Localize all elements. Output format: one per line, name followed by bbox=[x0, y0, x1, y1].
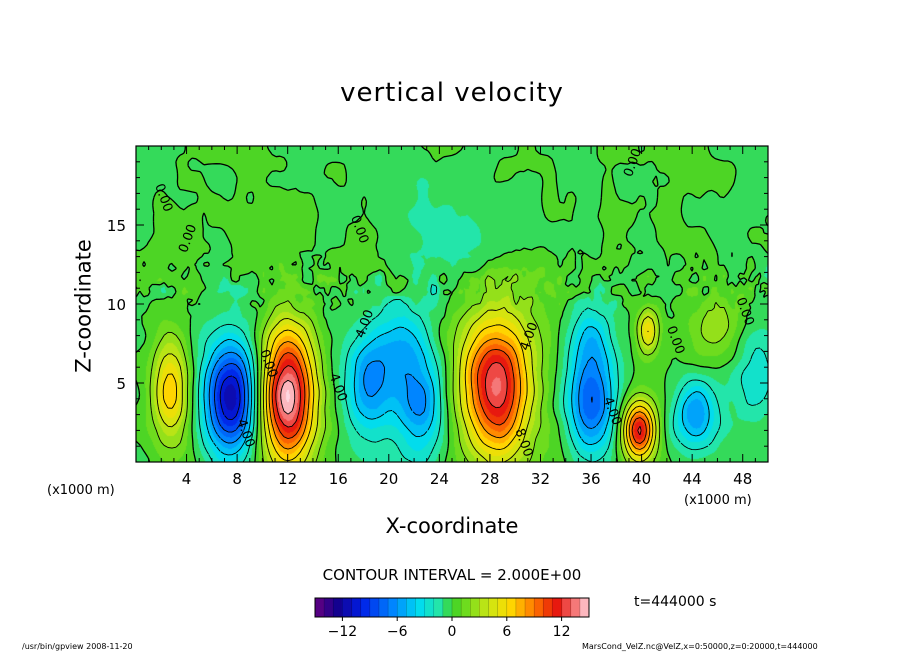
contour-level-neg4 bbox=[203, 326, 710, 456]
colorbar-ticks: −12 −6 0 6 12 bbox=[323, 598, 581, 640]
contour-level-12 bbox=[275, 361, 642, 436]
x-tick-label: 36 bbox=[581, 470, 600, 488]
chart-title: vertical velocity bbox=[340, 78, 564, 108]
footer-left: /usr/bin/gpview 2008-11-20 bbox=[22, 642, 133, 651]
contour-lines bbox=[136, 146, 768, 462]
colorbar bbox=[315, 598, 589, 617]
x-tick-label: 40 bbox=[632, 470, 651, 488]
x-tick-label: 16 bbox=[329, 470, 348, 488]
y-tick-label: 5 bbox=[116, 375, 126, 393]
y-tick-label: 15 bbox=[107, 217, 126, 235]
contour-level-2 bbox=[149, 273, 730, 462]
contour-level-6 bbox=[162, 324, 654, 462]
contour-level-8 bbox=[268, 338, 651, 450]
time-label: t=444000 s bbox=[634, 594, 717, 610]
x-tick-label: 28 bbox=[480, 470, 499, 488]
x-tick-label: 24 bbox=[430, 470, 449, 488]
contour-level-4 bbox=[156, 307, 657, 462]
x-tick-label: 20 bbox=[379, 470, 398, 488]
x-tick-label: 48 bbox=[733, 470, 752, 488]
colorbar-tick-label: −6 bbox=[387, 624, 408, 640]
x-tick-label: 12 bbox=[278, 470, 297, 488]
contour-level-10 bbox=[271, 348, 647, 445]
contour-interval-text: CONTOUR INTERVAL = 2.000E+00 bbox=[322, 566, 582, 584]
colorbar-tick-label: −12 bbox=[328, 624, 358, 640]
x-tick-label: 44 bbox=[683, 470, 702, 488]
contour-level-neg10 bbox=[219, 375, 241, 421]
contour-level-neg8 bbox=[214, 362, 593, 433]
colorbar-tick-label: 6 bbox=[502, 624, 511, 640]
contour-level-neg6 bbox=[208, 351, 606, 444]
x-unit-label: (x1000 m) bbox=[684, 493, 752, 508]
x-tick-label: 4 bbox=[182, 470, 192, 488]
y-unit-label: (x1000 m) bbox=[47, 483, 115, 498]
x-tick-label: 32 bbox=[531, 470, 550, 488]
x-tick-label: 8 bbox=[232, 470, 242, 488]
footer-right: MarsCond_VelZ.nc@VelZ,x=0:50000,z=0:2000… bbox=[582, 642, 818, 651]
y-tick-label: 10 bbox=[107, 296, 126, 314]
contour-level-14 bbox=[280, 379, 296, 415]
colorbar-tick-label: 12 bbox=[553, 624, 571, 640]
contour-level-neg2 bbox=[197, 283, 768, 462]
colorbar-tick-label: 0 bbox=[448, 624, 457, 640]
velocity-field bbox=[136, 146, 768, 462]
x-axis-label: X-coordinate bbox=[385, 514, 519, 538]
